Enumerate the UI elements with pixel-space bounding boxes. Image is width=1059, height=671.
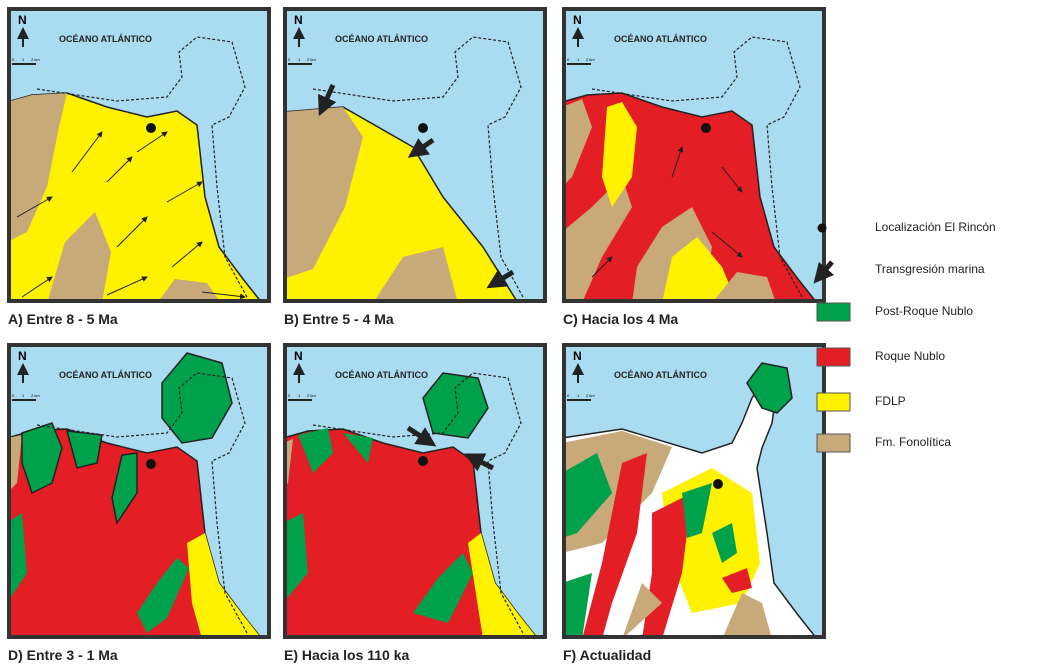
- scale-label: 2 km: [586, 57, 595, 62]
- caption: E) Hacia los 110 ka: [284, 647, 410, 663]
- ocean-label: OCÉANO ATLÁNTICO: [59, 34, 152, 44]
- scale-bar: [12, 399, 36, 401]
- scale-bar: [12, 63, 36, 65]
- frame: [562, 343, 826, 639]
- map-panel: N OCÉANO ATLÁNTICO 0 1 2 km: [562, 343, 826, 639]
- scale-label: 2 km: [586, 393, 595, 398]
- scale-bar: [288, 63, 312, 65]
- scale-bar: [288, 399, 312, 401]
- scale-label: 0: [288, 57, 291, 62]
- ocean-label: OCÉANO ATLÁNTICO: [614, 34, 707, 44]
- scale-label: 1: [577, 57, 580, 62]
- caption: F) Actualidad: [563, 647, 652, 663]
- legend-label: Transgresión marina: [875, 262, 985, 276]
- scale-label: 0: [567, 57, 570, 62]
- map-panel: N OCÉANO ATLÁNTICO 0 1 2 km: [7, 7, 271, 303]
- frame: [562, 7, 826, 303]
- scale-label: 1: [298, 393, 301, 398]
- map-panel: N OCÉANO ATLÁNTICO 0 1 2 km: [7, 343, 271, 639]
- scale-label: 0: [567, 393, 570, 398]
- scale-label: 0: [12, 57, 15, 62]
- frame: [283, 7, 547, 303]
- scale-label: 1: [22, 393, 25, 398]
- legend-label: Fm. Fonolítica: [875, 435, 952, 449]
- map-panel: N OCÉANO ATLÁNTICO 0 1 2 km: [283, 7, 547, 303]
- map-panel: N OCÉANO ATLÁNTICO 0 1 2 km: [562, 7, 826, 303]
- ocean-label: OCÉANO ATLÁNTICO: [335, 34, 428, 44]
- scale-label: 1: [298, 57, 301, 62]
- ocean-label: OCÉANO ATLÁNTICO: [59, 370, 152, 380]
- north-label: N: [294, 349, 303, 363]
- legend-label: Localización El Rincón: [875, 220, 996, 234]
- caption: D) Entre 3 - 1 Ma: [8, 647, 118, 663]
- scale-bar: [567, 63, 591, 65]
- scale-label: 2 km: [31, 57, 40, 62]
- map-panel: N OCÉANO ATLÁNTICO 0 1 2 km: [283, 343, 547, 639]
- scale-label: 2 km: [307, 393, 316, 398]
- caption: A) Entre 8 - 5 Ma: [8, 311, 118, 327]
- frame: [7, 7, 271, 303]
- frame: [7, 343, 271, 639]
- legend-label: FDLP: [875, 394, 906, 408]
- scale-label: 0: [12, 393, 15, 398]
- frame: [283, 343, 547, 639]
- caption: B) Entre 5 - 4 Ma: [284, 311, 394, 327]
- scale-bar: [567, 399, 591, 401]
- north-label: N: [18, 13, 27, 27]
- scale-label: 1: [577, 393, 580, 398]
- scale-label: 0: [288, 393, 291, 398]
- scale-label: 2 km: [307, 57, 316, 62]
- legend-label: Post-Roque Nublo: [875, 304, 974, 318]
- ocean-label: OCÉANO ATLÁNTICO: [614, 370, 707, 380]
- ocean-label: OCÉANO ATLÁNTICO: [335, 370, 428, 380]
- north-label: N: [18, 349, 27, 363]
- scale-label: 2 km: [31, 393, 40, 398]
- caption: C) Hacia los 4 Ma: [563, 311, 679, 327]
- scale-label: 1: [22, 57, 25, 62]
- north-label: N: [573, 349, 582, 363]
- north-label: N: [573, 13, 582, 27]
- legend-label: Roque Nublo: [875, 349, 946, 363]
- legend-symbols: [813, 223, 851, 453]
- north-label: N: [294, 13, 303, 27]
